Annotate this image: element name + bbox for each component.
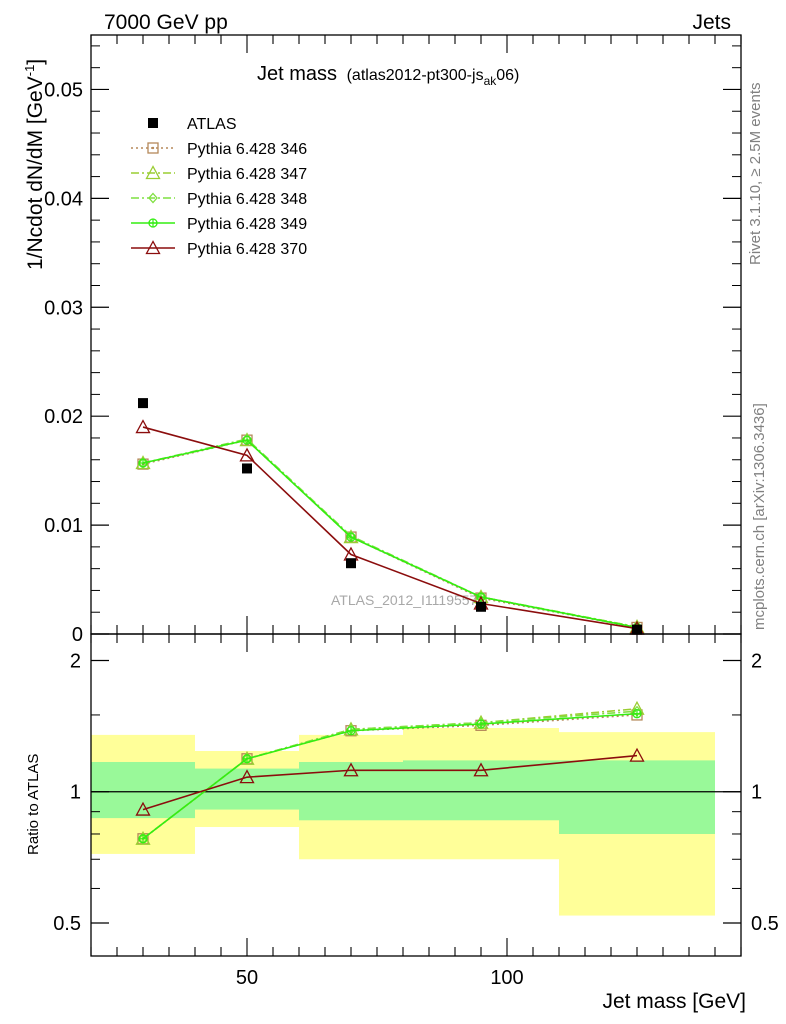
ratio-y-axis-label: Ratio to ATLAS <box>25 754 42 855</box>
main-ytick-label: 0.01 <box>44 515 83 537</box>
ratio-ytick-label-right: 1 <box>751 782 762 804</box>
rivet-label: Rivet 3.1.10, ≥ 2.5M events <box>747 83 764 266</box>
main-point-5-2 <box>346 558 356 569</box>
main-point-3-1 <box>242 435 252 445</box>
inner-band-3 <box>403 760 559 821</box>
legend-label-4: Pythia 6.428 349 <box>187 216 307 233</box>
ratio-point-3-1 <box>242 754 252 764</box>
ratio-point-4-0 <box>135 801 151 816</box>
ratio-plot-frame <box>90 633 742 957</box>
legend-label-1: Pythia 6.428 346 <box>187 141 307 158</box>
ratio-point-3-4 <box>632 709 642 719</box>
legend-marker-3 <box>148 192 158 204</box>
main-line-4 <box>142 426 638 630</box>
legend-marker-0 <box>148 118 158 128</box>
main-point-4-1 <box>239 447 255 462</box>
legend-label-0: ATLAS <box>187 116 237 133</box>
plot-title: Jet mass (atlas2012-pt300-jsak06) <box>257 63 519 88</box>
main-point-5-0 <box>138 398 148 409</box>
analysis-watermark: ATLAS_2012_I1119557 <box>331 592 478 608</box>
main-ytick-label: 0.02 <box>44 406 83 428</box>
legend-label-3: Pythia 6.428 348 <box>187 191 307 208</box>
ratio-ytick-label: 1 <box>70 782 81 804</box>
ratio-point-4-4 <box>629 747 645 762</box>
main-ytick-label: 0 <box>72 624 83 646</box>
legend-marker-2 <box>145 165 161 180</box>
ratio-point-4-3 <box>473 762 489 777</box>
y-axis-label: 1/Ncdot dN/dM [GeV-1] <box>22 59 47 270</box>
xtick-label: 100 <box>490 967 523 989</box>
ratio-point-3-3 <box>476 719 486 729</box>
ratio-ytick-label-right: 0.5 <box>751 913 779 935</box>
legend-marker-5 <box>145 240 161 255</box>
ratio-point-3-2 <box>346 726 356 736</box>
inner-band-0 <box>91 761 195 819</box>
ratio-ytick-label: 2 <box>70 650 81 672</box>
main-point-5-1 <box>242 463 252 474</box>
ratio-point-4-1 <box>239 769 255 784</box>
main-point-3-0 <box>138 458 148 468</box>
header-left: 7000 GeV pp <box>104 11 228 34</box>
ratio-ytick-label-right: 2 <box>751 650 762 672</box>
main-point-5-3 <box>476 601 486 612</box>
xtick-label: 50 <box>236 967 258 989</box>
main-ytick-label: 0.03 <box>44 297 83 319</box>
main-ytick-label: 0.05 <box>44 79 83 101</box>
ratio-ytick-label: 0.5 <box>53 913 81 935</box>
mcplots-label: mcplots.cern.ch [arXiv:1306.3436] <box>751 403 768 630</box>
main-point-4-0 <box>135 419 151 434</box>
legend-label-2: Pythia 6.428 347 <box>187 166 307 183</box>
legend-label-5: Pythia 6.428 370 <box>187 241 307 258</box>
main-ytick-label: 0.04 <box>44 188 83 210</box>
ratio-point-4-2 <box>343 762 359 777</box>
inner-band-4 <box>559 760 715 834</box>
legend-marker-1 <box>147 142 159 154</box>
legend-marker-4 <box>148 218 158 228</box>
header-right: Jets <box>692 11 731 34</box>
x-axis-label: Jet mass [GeV] <box>602 990 746 1013</box>
ratio-line-0 <box>142 714 638 840</box>
ratio-line-4 <box>142 754 638 811</box>
main-point-3-2 <box>346 532 356 542</box>
ratio-point-3-0 <box>138 834 148 844</box>
